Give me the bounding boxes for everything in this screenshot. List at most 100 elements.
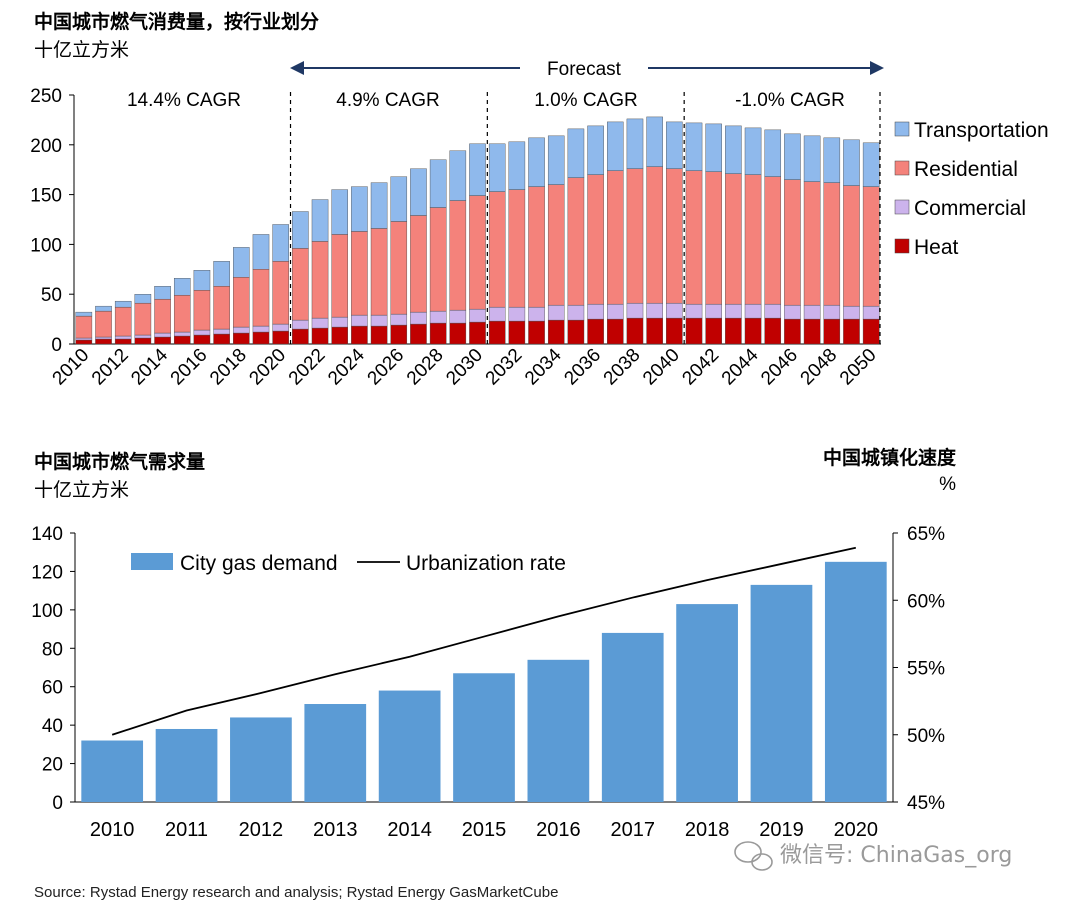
bar-city-gas-demand-2016 [527,659,590,802]
bar-residential-2027 [410,215,427,313]
chart2-x-tick-label: 2013 [313,819,358,841]
chart1-y-tick-label: 50 [41,285,62,306]
bar-commercial-2030 [469,308,486,323]
bar-transportation-2044 [744,127,762,175]
bar-heat-2031 [488,320,506,345]
bar-heat-2043 [725,317,742,345]
legend-swatch-city-gas-demand [131,553,173,570]
chart2-x-tick-label: 2011 [165,819,208,841]
bar-heat-2024 [351,325,368,345]
bar-commercial-2025 [370,314,388,327]
chart1-x-tick-label: 2044 [718,344,763,389]
chart2-x-tick-label: 2019 [759,819,804,841]
chart2-x-tick-label: 2017 [610,819,655,841]
bar-residential-2044 [744,174,762,305]
legend-label-city-gas-demand: City gas demand [180,552,338,575]
chart2-y-tick-label: 20 [42,755,63,776]
bar-transportation-2030 [469,143,486,196]
bar-transportation-2021 [292,211,309,249]
bar-transportation-2033 [528,137,545,187]
bar-transportation-2039 [646,116,663,167]
chart1-plot: 0501001502002502010201220142016201820202… [30,86,881,389]
bar-heat-2032 [508,320,526,345]
bar-transportation-2037 [607,121,624,171]
bar-city-gas-demand-2017 [601,632,664,802]
chart1-y-tick-label: 250 [30,86,62,107]
bar-heat-2044 [744,317,762,345]
bar-commercial-2017 [213,328,230,335]
bar-residential-2022 [311,241,329,319]
bar-commercial-2012 [114,335,132,340]
bar-transportation-2025 [370,182,388,229]
bar-transportation-2010 [75,311,93,317]
bar-commercial-2039 [646,302,663,319]
forecast-arrow: Forecast [290,59,884,80]
chart1-x-tick-label: 2014 [127,344,172,389]
chart2-y-tick-label: 100 [31,601,63,622]
bar-city-gas-demand-2014 [378,690,441,802]
bar-heat-2027 [410,323,427,345]
bar-city-gas-demand-2020 [824,561,887,802]
bar-commercial-2020 [272,323,289,332]
chart1-x-tick-label: 2026 [364,345,409,390]
bar-residential-2036 [587,174,604,305]
chart1-legend: Transportation Residential Commercial Heat [894,119,1049,259]
bar-transportation-2048 [823,137,841,183]
bar-commercial-2036 [587,303,604,320]
bar-residential-2045 [764,176,782,305]
bar-residential-2025 [370,228,388,316]
bar-residential-2018 [233,277,250,328]
bar-commercial-2040 [666,302,683,319]
bar-city-gas-demand-2019 [750,584,813,802]
bar-transportation-2031 [488,143,506,192]
forecast-label: Forecast [547,59,622,80]
period-cagr-label: 4.9% CAGR [336,90,439,111]
bar-residential-2029 [449,200,467,311]
bar-transportation-2047 [803,135,821,182]
bar-commercial-2010 [75,337,93,341]
bar-residential-2034 [547,184,565,306]
chart1-x-tick-label: 2024 [324,344,369,389]
chart2-y-tick-label: 120 [31,562,63,583]
bar-commercial-2026 [390,313,408,326]
bar-commercial-2032 [508,306,526,322]
chart1-x-tick-label: 2016 [167,345,212,390]
bar-residential-2010 [75,315,93,339]
bar-commercial-2024 [351,314,368,327]
bar-commercial-2043 [725,303,742,319]
bar-heat-2013 [134,337,152,345]
chart1-y-tick-label: 200 [30,136,62,157]
legend-label-residential: Residential [914,158,1018,181]
bar-residential-2042 [705,171,722,305]
bar-transportation-2024 [351,186,368,232]
bar-commercial-2029 [449,309,467,324]
chart1-x-tick-label: 2038 [600,345,645,390]
bar-heat-2049 [843,318,860,345]
chart2-y-tick-label: 60 [42,678,63,699]
bar-heat-2040 [666,317,683,345]
bar-transportation-2013 [134,294,152,304]
chart1-x-tick-label: 2040 [639,345,684,390]
bar-commercial-2049 [843,305,860,320]
bar-transportation-2029 [449,150,467,201]
bar-transportation-2012 [114,300,132,308]
bar-commercial-2037 [607,303,624,320]
bar-residential-2047 [803,181,821,306]
bar-heat-2034 [547,319,565,345]
bar-commercial-2015 [173,331,191,337]
bar-residential-2021 [292,248,309,321]
chart1-x-tick-label: 2018 [206,345,251,390]
bar-heat-2041 [685,317,703,345]
chart2-x-tick-label: 2010 [90,819,135,841]
bar-transportation-2046 [784,133,801,180]
bar-commercial-2034 [547,304,565,321]
chart1-x-tick-label: 2048 [797,345,842,390]
bar-residential-2040 [666,168,683,304]
bar-heat-2028 [429,322,447,345]
bar-heat-2039 [646,317,663,345]
bar-heat-2020 [272,330,289,345]
bar-transportation-2026 [390,176,408,222]
legend-swatch-commercial [894,199,910,215]
chart1-title: 中国城市燃气消费量，按行业划分 [34,10,319,33]
bar-heat-2010 [75,339,93,345]
